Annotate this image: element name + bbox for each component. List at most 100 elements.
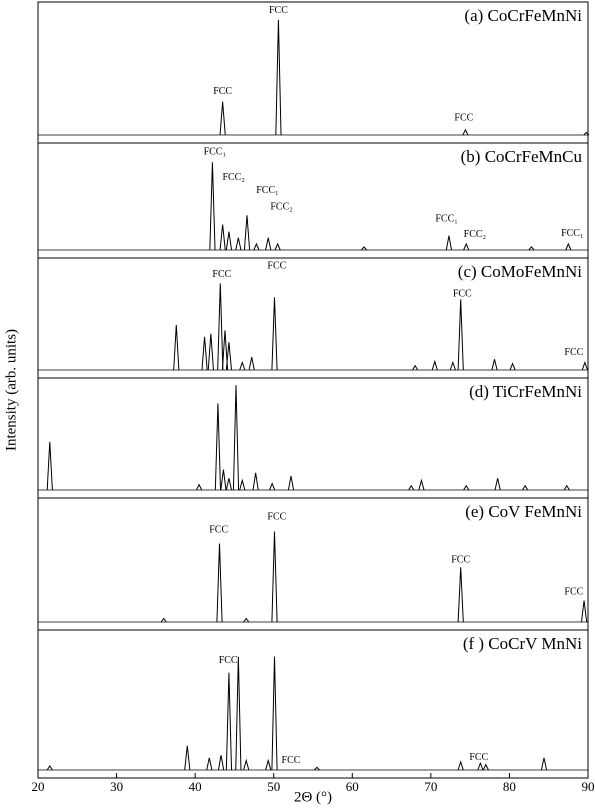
x-tick-label: 50 <box>267 779 280 794</box>
peak <box>269 482 276 491</box>
peak-annotation: FCC <box>453 288 472 299</box>
x-tick-label: 40 <box>189 779 202 794</box>
panel-label: (b) CoCrFeMnCu <box>461 147 583 166</box>
peak <box>235 656 242 771</box>
peak <box>214 403 222 491</box>
peak <box>580 600 588 623</box>
peak <box>509 362 516 371</box>
peak-annotation: FCC <box>454 113 473 124</box>
peak-annotation: FCC₂ <box>270 201 292 212</box>
peak <box>540 757 548 771</box>
peak <box>217 755 225 771</box>
peak <box>225 478 233 491</box>
peak-annotation: FCC <box>564 347 583 358</box>
peak <box>46 765 53 771</box>
peak-annotation: FCC <box>282 755 301 766</box>
peak <box>207 333 214 371</box>
peak <box>239 478 246 491</box>
peak-annotation: FCC <box>267 261 286 272</box>
peak-annotation: FCC₁ <box>256 185 278 196</box>
peak <box>225 672 233 771</box>
peak <box>46 441 53 491</box>
peak <box>206 757 213 771</box>
peak-annotation: FCC <box>209 525 228 536</box>
x-tick-label: 60 <box>346 779 359 794</box>
peak-annotation: FCC₁ <box>204 146 226 157</box>
peak-annotation: FCC₂ <box>464 229 486 240</box>
peak <box>216 543 223 623</box>
peak <box>457 299 464 371</box>
peak <box>431 359 438 371</box>
peak <box>313 766 320 771</box>
peak <box>265 237 272 251</box>
peak <box>445 235 453 251</box>
peak <box>477 761 484 771</box>
panel-label: (d) TiCrFeMnNi <box>469 382 582 401</box>
peak-annotation: FCC₁ <box>435 214 457 225</box>
peak <box>457 760 464 771</box>
peak-annotation: FCC₁ <box>561 228 583 239</box>
x-axis-label: 2Θ (°) <box>294 789 332 805</box>
peak <box>449 360 456 371</box>
peak <box>274 242 281 251</box>
peak <box>271 297 278 371</box>
peak <box>235 237 242 251</box>
peak <box>418 478 425 491</box>
peak <box>243 617 250 623</box>
peak <box>463 484 470 491</box>
peak <box>457 567 464 623</box>
panel-label: (c) CoMoFeMnNi <box>458 262 582 281</box>
peak <box>581 360 588 371</box>
peak <box>217 283 224 371</box>
panel-label: (a) CoCrFeMnNi <box>464 6 582 25</box>
peak <box>361 246 368 251</box>
peak <box>184 745 191 771</box>
peak <box>219 224 226 251</box>
panel-label: (f ) CoCrV MnNi <box>463 634 582 653</box>
peak-annotation: FCC <box>219 655 238 666</box>
peak <box>275 19 282 136</box>
peak <box>491 359 498 371</box>
peak <box>243 758 250 771</box>
peak <box>196 483 203 491</box>
peak <box>528 246 535 251</box>
plot-frame <box>37 1 589 779</box>
peak <box>225 342 233 371</box>
x-tick-label: 90 <box>582 779 595 794</box>
peak <box>221 330 229 371</box>
peak <box>253 242 260 251</box>
peak <box>408 484 415 491</box>
x-tick-label: 20 <box>32 779 45 794</box>
peak <box>412 364 419 371</box>
peak <box>160 617 167 623</box>
peak <box>209 162 216 251</box>
peak-annotation: FCC <box>213 86 232 97</box>
peak <box>219 101 226 136</box>
peak <box>563 484 570 491</box>
peak <box>265 758 272 771</box>
peak <box>225 231 233 251</box>
peak-annotation: FCC <box>269 5 288 16</box>
peak <box>248 357 255 371</box>
peak <box>271 656 278 771</box>
peak <box>522 484 529 491</box>
peak-annotation: FCC <box>267 512 286 523</box>
peak <box>201 336 208 371</box>
peak-annotation: FCC <box>212 269 231 280</box>
peak <box>232 385 240 491</box>
peak <box>462 128 469 136</box>
x-tick-label: 80 <box>503 779 516 794</box>
x-tick-label: 70 <box>424 779 437 794</box>
peak-annotation: FCC₂ <box>222 172 244 183</box>
peak <box>173 325 180 371</box>
peak <box>287 475 295 491</box>
peak <box>494 478 501 491</box>
peak <box>565 242 572 251</box>
peak <box>252 472 259 491</box>
x-tick-label: 30 <box>110 779 123 794</box>
peak <box>239 360 246 371</box>
y-axis-label: Intensity (arb. units) <box>3 329 19 451</box>
peak-annotation: FCC <box>469 752 488 763</box>
peak <box>583 131 590 136</box>
